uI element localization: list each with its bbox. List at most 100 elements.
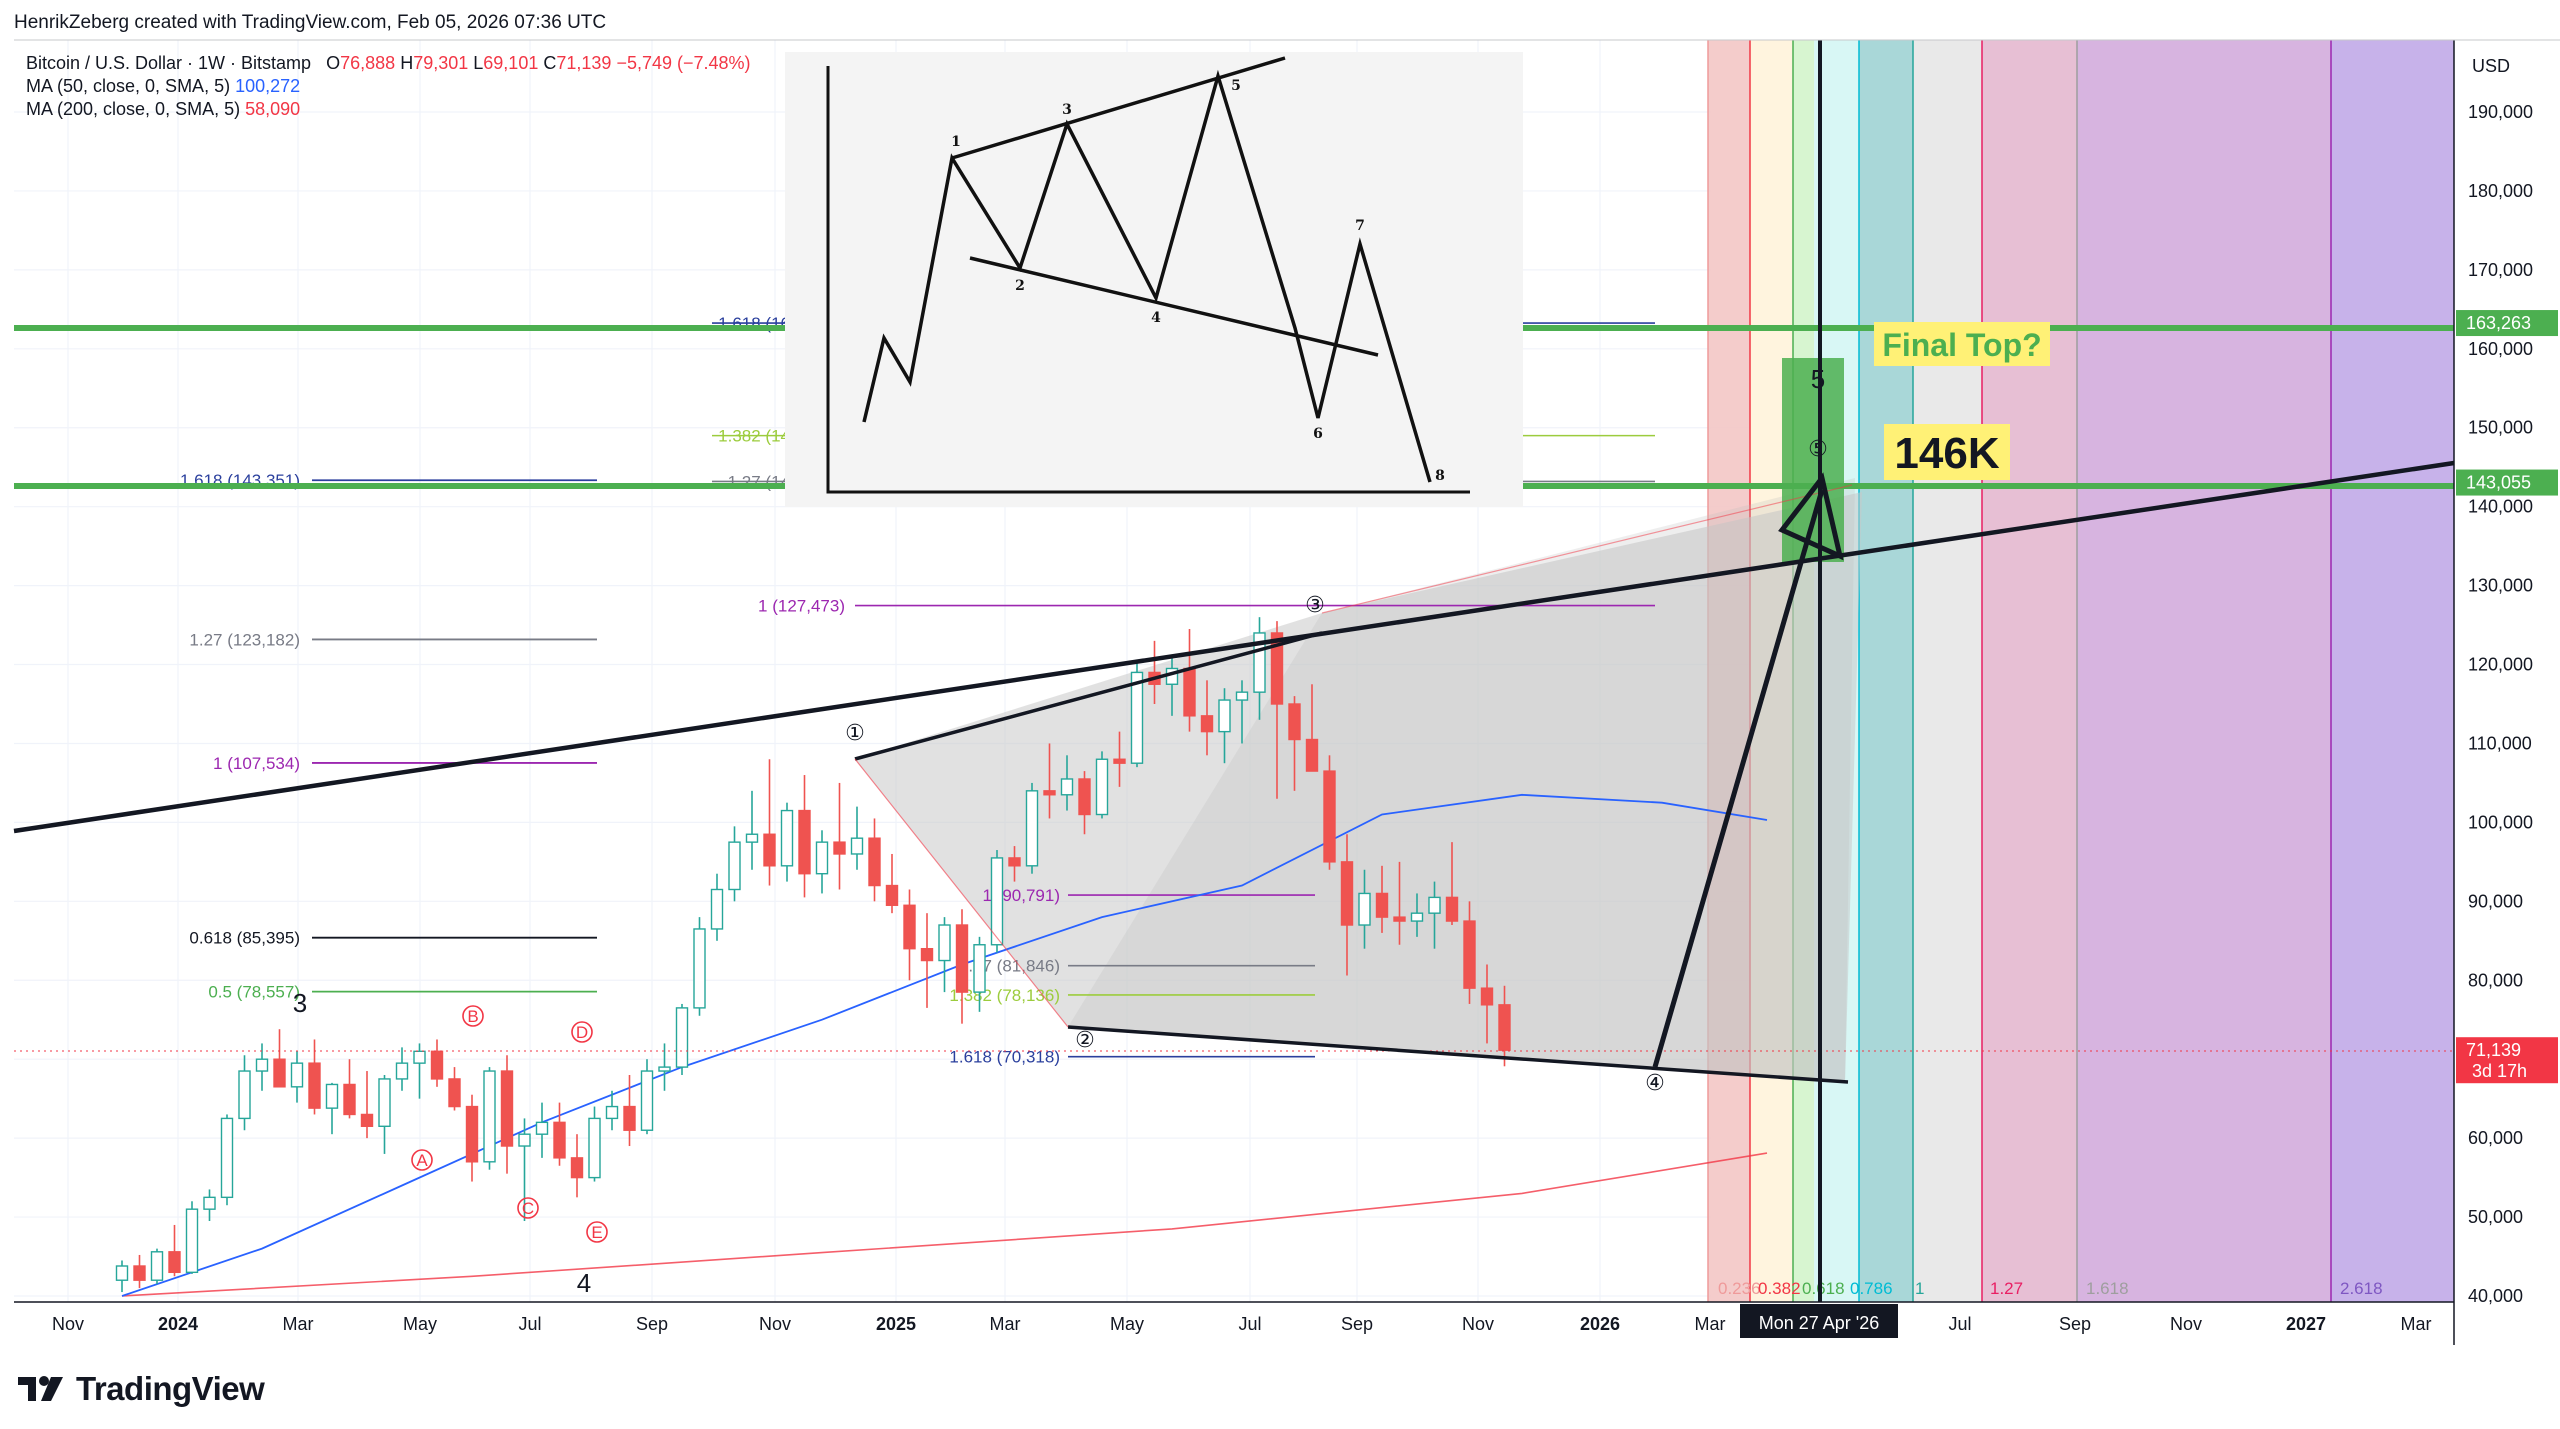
fib-label: 0.5 (78,557) <box>208 983 300 1002</box>
ohlc-open: 76,888 <box>340 53 396 73</box>
time-tick: May <box>403 1314 437 1334</box>
candle-body <box>395 1062 409 1080</box>
candle-body <box>868 837 881 887</box>
candle-body <box>535 1121 549 1135</box>
time-tick: Mar <box>2401 1314 2432 1334</box>
time-tick: 2024 <box>158 1314 198 1334</box>
ohlc-change: −5,749 (−7.48%) <box>616 53 751 73</box>
candle-body <box>168 1251 181 1274</box>
candle-body <box>1410 912 1424 922</box>
wave-label-2: ② <box>1075 1028 1095 1053</box>
tradingview-logo[interactable]: TradingView <box>18 1370 265 1408</box>
candle-body <box>430 1050 444 1080</box>
time-tick: Nov <box>2170 1314 2202 1334</box>
price-axis[interactable]: 190,000 180,000 170,000 160,000 150,000 140,0… <box>2456 102 2558 1306</box>
candle-body <box>1025 790 1039 867</box>
candle-body <box>885 884 899 906</box>
candle-body <box>1183 667 1196 717</box>
lower-trendline <box>1067 1025 1849 1084</box>
candle-body <box>343 1083 356 1116</box>
candle-body <box>448 1078 461 1108</box>
time-axis[interactable]: Nov 2024 Mar May Jul Sep Nov 2025 Mar May Jul Sep No… <box>52 1304 2432 1338</box>
wave4-label: 4 <box>577 1268 591 1298</box>
candle-body <box>1078 778 1091 816</box>
candle-body <box>133 1265 146 1281</box>
candle-body <box>150 1251 164 1281</box>
time-tick: Nov <box>759 1314 791 1334</box>
ohlc-low: 69,101 <box>483 53 539 73</box>
candle-body <box>325 1083 339 1109</box>
candle-body <box>1480 987 1494 1006</box>
candle-body <box>745 833 759 843</box>
candle-body <box>710 888 724 930</box>
inset-point-label: 1 <box>951 134 961 150</box>
zone-1618 <box>2077 40 2331 1302</box>
ma50-legend-label[interactable]: MA (50, close, 0, SMA, 5) <box>26 76 231 96</box>
time-tick: Sep <box>2059 1314 2091 1334</box>
inset-point-label: 6 <box>1313 426 1323 442</box>
zone-0786 <box>1859 40 1913 1302</box>
candle-body <box>833 841 846 855</box>
wave5-label: 5 <box>1811 364 1825 394</box>
time-tick: Sep <box>1341 1314 1373 1334</box>
candle-body <box>255 1058 269 1072</box>
arrow-head <box>1778 472 1844 561</box>
price-tick: 80,000 <box>2468 970 2523 990</box>
abcde-label: B <box>467 1007 478 1026</box>
wave-channel-fill-2 <box>1068 478 1855 1082</box>
candle-body <box>938 924 951 962</box>
candle-body <box>500 1070 514 1147</box>
candle-body <box>920 947 934 962</box>
zone-127 <box>1982 40 2077 1302</box>
price-tick: 90,000 <box>2468 891 2523 911</box>
candle-body <box>465 1105 479 1163</box>
candle-body <box>1113 758 1126 764</box>
upper-channel-line <box>854 631 1323 761</box>
candle-body <box>1375 892 1389 918</box>
candle-body <box>1498 1004 1511 1051</box>
candle-body <box>1358 892 1371 926</box>
time-tick: May <box>1110 1314 1144 1334</box>
price-badge <box>2456 310 2558 337</box>
candle-body <box>1253 632 1266 693</box>
inset-point-label: 5 <box>1231 78 1241 94</box>
candle-body <box>973 944 986 993</box>
candle-body <box>1130 671 1144 764</box>
candle-body <box>1445 896 1459 922</box>
time-tick: Nov <box>52 1314 84 1334</box>
wave-label-5: ⑤ <box>1808 437 1828 462</box>
ma200-legend-label[interactable]: MA (200, close, 0, SMA, 5) <box>26 99 241 119</box>
ohlc-high-label: H <box>400 53 414 73</box>
price-tick: 120,000 <box>2468 655 2533 675</box>
tradingview-logo-text: TradingView <box>76 1370 265 1407</box>
candle-body <box>693 928 706 1009</box>
candle-body <box>623 1105 636 1131</box>
candle-body <box>1043 790 1056 796</box>
wave3-label: 3 <box>293 988 307 1018</box>
crosshair-time-badge <box>1740 1304 1898 1338</box>
symbol-title[interactable]: Bitcoin / U.S. Dollar · 1W · Bitstamp <box>26 53 312 73</box>
time-fib-label: 1 <box>1915 1279 1924 1298</box>
price-tick: 110,000 <box>2468 733 2532 753</box>
abcde-label: A <box>416 1151 428 1170</box>
currency-label[interactable]: USD <box>2472 56 2510 76</box>
candle-body <box>815 841 829 875</box>
candle-body <box>640 1070 654 1131</box>
price-tick: 140,000 <box>2468 497 2533 517</box>
ma200-legend-value: 58,090 <box>245 99 301 119</box>
candle-body <box>1060 778 1074 796</box>
candle-body <box>588 1117 601 1179</box>
candle-body <box>290 1062 304 1088</box>
candle-body <box>1463 920 1476 989</box>
price-tick: 130,000 <box>2468 576 2533 596</box>
time-fib-label: 0.786 <box>1850 1279 1893 1298</box>
candle-body <box>780 809 794 867</box>
candle-body <box>903 904 916 950</box>
time-tick: Nov <box>1462 1314 1494 1334</box>
final-top-text: Final Top? <box>1882 327 2041 363</box>
time-tick: Sep <box>636 1314 668 1334</box>
candle-body <box>1428 896 1441 914</box>
candle-body <box>238 1070 251 1120</box>
candle-body <box>763 833 776 867</box>
